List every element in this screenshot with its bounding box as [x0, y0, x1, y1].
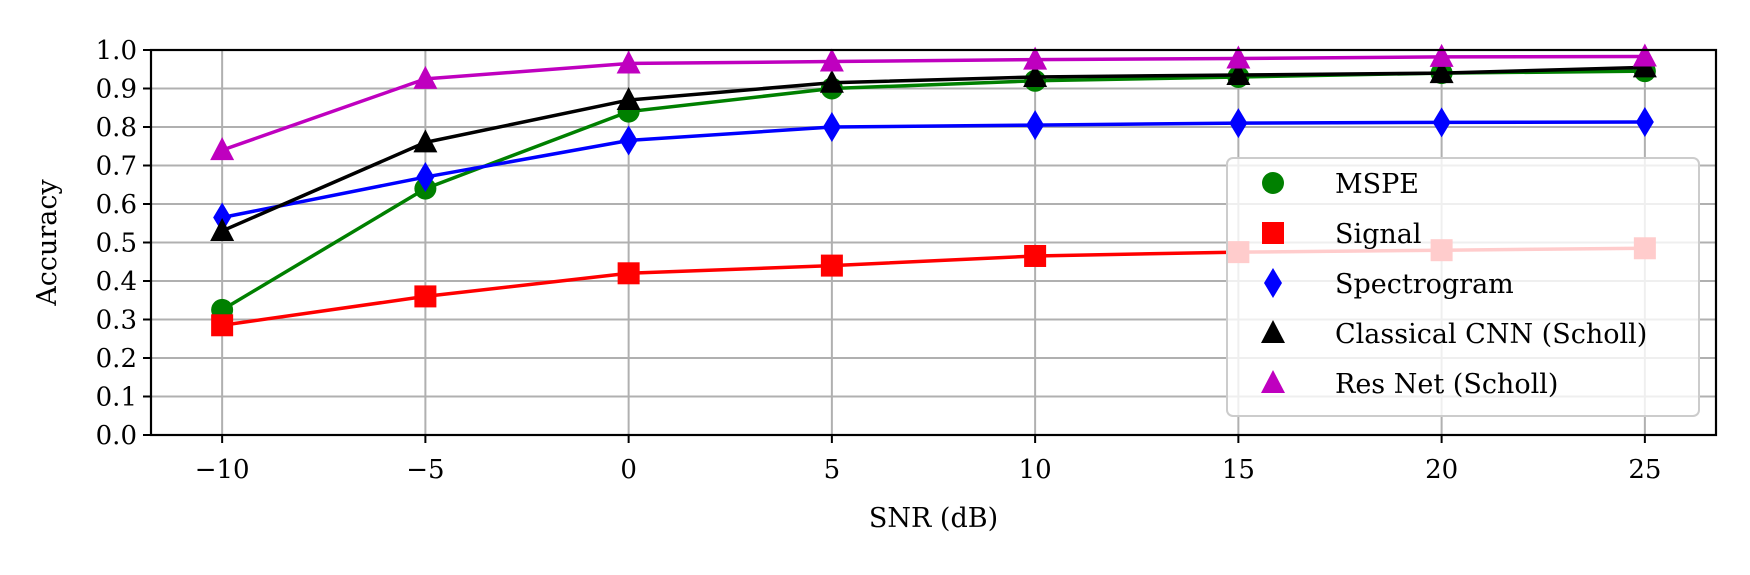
y-tick-label: 0.6	[96, 190, 137, 220]
legend-marker	[1261, 370, 1285, 393]
x-tick-label: 10	[1019, 455, 1052, 485]
y-tick-label: 0.4	[96, 267, 137, 297]
legend-marker	[1261, 320, 1285, 343]
y-tick-label: 0.3	[96, 306, 137, 336]
data-point	[822, 112, 841, 142]
x-tick-label: 20	[1425, 455, 1458, 485]
y-tick-label: 0.2	[96, 344, 137, 374]
x-tick-label: −5	[406, 455, 444, 485]
data-point	[414, 285, 437, 308]
legend-label: Classical CNN (Scholl)	[1335, 319, 1647, 350]
data-point	[819, 69, 844, 93]
data-point	[616, 50, 641, 74]
data-point	[211, 314, 234, 337]
series-4	[210, 43, 1657, 161]
legend-marker	[1262, 172, 1284, 194]
x-axis-label: SNR (dB)	[869, 503, 998, 534]
data-point	[1226, 45, 1251, 69]
series-3	[210, 54, 1657, 241]
series-2	[213, 106, 1654, 233]
y-tick-label: 0.9	[96, 75, 137, 105]
data-point	[1429, 60, 1454, 84]
series-line	[221, 65, 1645, 233]
data-point	[617, 262, 640, 285]
x-tick-label: −10	[195, 455, 250, 485]
data-point	[1635, 106, 1654, 137]
legend-label: Signal	[1335, 219, 1422, 250]
y-tick-label: 0.5	[96, 229, 137, 259]
data-point	[616, 87, 641, 111]
y-tick-label: 0.7	[96, 152, 137, 182]
data-point	[1024, 244, 1047, 267]
legend-box	[1226, 157, 1700, 417]
legend-entry: Classical CNN (Scholl)	[1261, 319, 1647, 350]
legend-label: MSPE	[1335, 169, 1419, 200]
data-point	[413, 129, 438, 153]
x-tick-label: 0	[620, 455, 637, 485]
legend-marker	[1264, 268, 1282, 298]
data-point	[210, 217, 235, 241]
data-point	[619, 125, 638, 156]
legend-entry: MSPE	[1262, 169, 1419, 200]
data-point	[1226, 62, 1251, 86]
x-tick-label: 25	[1628, 455, 1661, 485]
data-point	[413, 65, 438, 89]
legend-label: Res Net (Scholl)	[1335, 369, 1558, 400]
series-line	[221, 120, 1645, 220]
y-tick-label: 1.0	[96, 36, 137, 66]
y-tick-label: 0.1	[96, 383, 137, 413]
data-point	[1026, 110, 1045, 141]
legend: MSPE Signal Spectrogram Classical CNN (Scho…	[1226, 157, 1700, 417]
data-point	[1432, 107, 1451, 138]
data-point	[820, 254, 843, 277]
data-point	[1023, 46, 1048, 70]
ticks: −10 −5 0 5 10 15 20 25 0.0 0.1 0.2 0.3 0.4 0.5 0.6 0.7 0…	[96, 36, 1662, 485]
y-tick-label: 0.8	[96, 113, 137, 143]
legend-label: Spectrogram	[1335, 269, 1514, 300]
x-tick-label: 15	[1222, 455, 1255, 485]
data-point	[819, 48, 844, 72]
data-point	[1429, 43, 1454, 67]
legend-entry: Spectrogram	[1264, 268, 1514, 300]
data-point	[1632, 43, 1657, 67]
series-line	[221, 54, 1645, 152]
data-point	[1229, 108, 1248, 139]
y-tick-label: 0.0	[96, 421, 137, 451]
x-tick-label: 5	[824, 455, 841, 485]
legend-entry: Signal	[1262, 219, 1422, 250]
data-point	[1023, 63, 1048, 87]
legend-entry: Res Net (Scholl)	[1261, 369, 1558, 400]
series-layer	[210, 43, 1657, 337]
data-point	[213, 202, 232, 233]
legend-marker	[1262, 222, 1284, 244]
data-point	[210, 137, 235, 161]
data-point	[416, 162, 435, 193]
y-axis-label: Accuracy	[32, 179, 63, 307]
